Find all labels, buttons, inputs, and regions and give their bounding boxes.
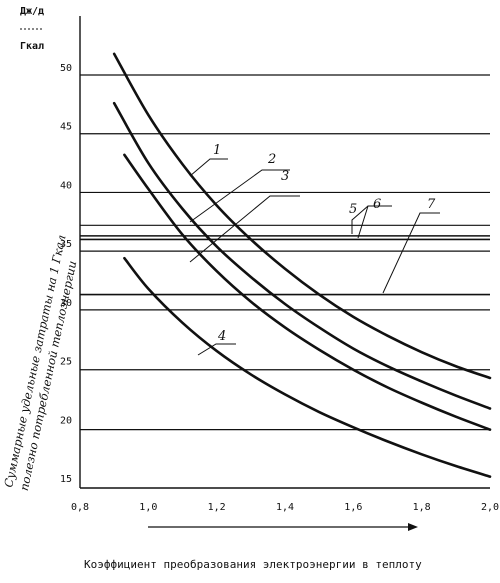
x-tick-label-2: 1,2 [208,502,226,513]
leader-line-7 [382,212,440,294]
leader-line-1 [189,158,228,177]
y-tick-label-50: 50 [60,63,72,74]
leader-line-2 [189,169,290,223]
axes [79,16,490,489]
x-tick-label-4: 1,6 [344,502,362,513]
curve-label-5: 5 [349,202,357,217]
curve-label-7: 7 [427,197,436,212]
curve-label-3: 3 [281,169,289,184]
leader-line-5 [351,205,369,234]
y-tick-label-30: 30 [60,298,72,309]
curve-2 [112,101,492,410]
unit-bottom: Гкал [20,41,44,52]
leader-line-6 [357,205,392,239]
curve-1 [112,52,492,380]
y-tick-label-35: 35 [60,239,72,250]
leader-line-4 [197,343,236,356]
leader-lines [189,158,440,356]
curve-3 [123,153,492,431]
curve-label-6: 6 [373,197,381,212]
y-tick-label-40: 40 [60,180,72,191]
x-tick-label-5: 1,8 [413,502,431,513]
x-tick-label-1: 1,0 [139,502,157,513]
curve-label-1: 1 [213,143,221,158]
curve-4 [123,256,492,478]
grid-lines [80,74,490,431]
curve-label-4: 4 [217,329,226,344]
x-tick-label-6: 2,0 [481,502,499,513]
curve-label-2: 2 [267,152,276,167]
y-tick-label-25: 25 [60,357,72,368]
x-arrow-head [408,523,418,531]
leader-line-3 [189,195,300,263]
x-axis-label: Коэффициент преобразования электроэнерги… [84,558,422,571]
y-tick-label-15: 15 [60,474,72,485]
y-tick-label-20: 20 [60,415,72,426]
y-tick-label-45: 45 [60,122,72,133]
x-tick-label-3: 1,4 [276,502,294,513]
x-tick-label-0: 0,8 [71,502,89,513]
unit-top: Дж/д [20,6,44,17]
curves [112,52,492,478]
